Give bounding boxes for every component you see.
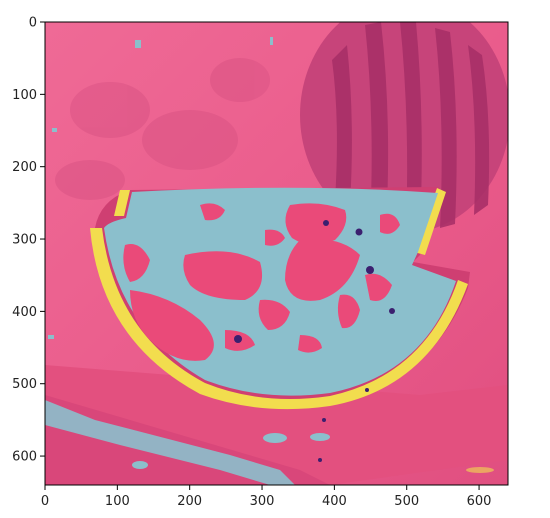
watermelon-slice bbox=[90, 187, 470, 462]
y-tick-label: 100 bbox=[12, 88, 37, 103]
x-tick-label: 600 bbox=[467, 494, 492, 509]
y-tick-label: 500 bbox=[12, 377, 37, 392]
flesh-red-spots bbox=[123, 203, 400, 361]
y-tick-label: 300 bbox=[12, 233, 37, 248]
x-axis: 0 100 200 300 400 500 600 bbox=[41, 485, 492, 509]
y-tick-label: 600 bbox=[12, 450, 37, 465]
x-tick-label: 300 bbox=[250, 494, 275, 509]
y-tick-label: 0 bbox=[29, 16, 37, 31]
x-tick-label: 0 bbox=[41, 494, 49, 509]
y-tick-label: 400 bbox=[12, 305, 37, 320]
cutting-board bbox=[45, 365, 508, 485]
whole-watermelon bbox=[300, 22, 508, 233]
x-tick-label: 500 bbox=[394, 494, 419, 509]
image-plot bbox=[45, 22, 508, 485]
seeds bbox=[234, 220, 395, 462]
y-tick-label: 200 bbox=[12, 160, 37, 175]
y-axis: 0 100 200 300 400 500 600 bbox=[12, 16, 45, 465]
x-tick-label: 100 bbox=[105, 494, 130, 509]
x-tick-label: 400 bbox=[322, 494, 347, 509]
background-texture bbox=[55, 58, 270, 200]
axes-frame bbox=[44, 21, 509, 486]
x-tick-label: 200 bbox=[177, 494, 202, 509]
